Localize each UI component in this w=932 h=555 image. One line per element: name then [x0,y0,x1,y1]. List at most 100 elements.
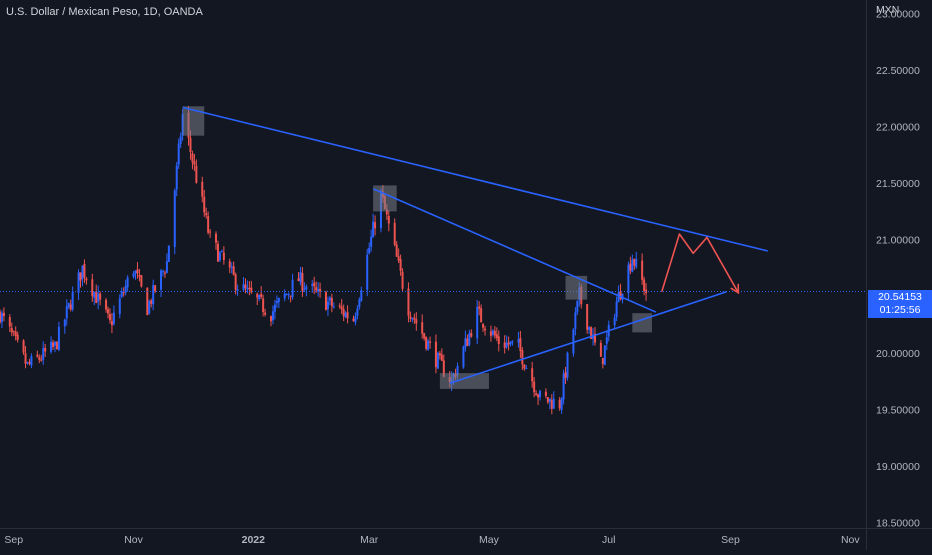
candle-body [429,341,432,343]
candle-body [521,350,524,365]
candle-body [138,275,141,277]
candle-body [401,271,404,289]
candle-body [40,359,43,361]
candle-body [230,266,233,268]
candle-body [136,269,139,274]
candle-body [566,352,569,378]
candle-body [24,353,27,364]
candle-body [91,279,94,297]
candle-body [165,261,168,273]
candle-body [273,304,276,312]
candle-body [633,258,636,266]
candle-body [67,302,70,307]
candle-body [283,293,286,299]
candle-body [346,312,349,319]
time-tick-label: Sep [4,534,23,546]
price-tick-label: 22.00000 [876,122,920,134]
candle-body [305,286,308,290]
bar-countdown: 01:25:56 [879,304,921,316]
candle-body [0,311,1,323]
candle-body [201,181,204,197]
candle-body [442,360,445,377]
candle-body [340,306,343,310]
candle-body [134,270,137,274]
candle-body [613,317,616,326]
candle-body [83,263,86,278]
candle-body [482,323,485,328]
candle-body [110,320,113,326]
candle-body [150,300,153,304]
candle-body [643,279,646,292]
candle-body [374,222,377,229]
candle-body [209,231,212,233]
candle-body [228,261,231,268]
candle-body [344,312,347,318]
candle-body [315,287,318,291]
last-price-badge: 20.54153 01:25:56 [868,290,932,318]
candle-body [16,334,19,340]
candle-body [152,285,155,305]
candle-body [438,353,441,356]
candle-body [576,300,579,313]
candle-body [519,338,522,351]
candle-body [55,342,58,350]
candle-body [466,338,469,346]
candle-body [397,256,400,261]
candle-body [148,301,151,314]
candle-body [537,394,540,398]
candle-body [480,308,483,323]
candle-body [436,353,439,369]
highlight-zone [373,185,397,212]
candle-body [629,263,632,271]
candle-body [574,312,577,329]
candle-body [603,345,606,365]
candle-body [617,292,620,303]
candle-body [533,381,536,393]
candle-body [26,362,29,364]
candle-body [269,316,272,322]
candle-body [256,293,259,298]
candle-body [28,362,31,364]
candle-body [42,347,45,360]
candle-body [69,304,72,310]
trendline [372,188,657,313]
candle-body [586,303,589,330]
candle-body [191,153,194,163]
candle-body [427,340,430,350]
candle-body [189,137,192,152]
time-tick-label: Jul [602,534,615,546]
symbol-title[interactable]: U.S. Dollar / Mexican Peso, 1D, OANDA [6,6,203,18]
candle-body [108,314,111,321]
trendlines [182,106,769,385]
candle-body [484,328,487,331]
candle-body [63,319,66,327]
candle-body [311,283,314,286]
candle-body [470,332,473,337]
candle-body [112,312,115,324]
candle-body [503,342,506,348]
candle-body [154,285,157,292]
candle-body [250,287,253,293]
price-scale-currency: MXN [876,4,899,16]
candle-body [14,331,17,336]
candle-body [328,297,331,301]
candle-body [641,260,644,280]
candle-body [271,311,274,321]
candle-body [30,356,33,366]
candle-body [338,305,341,307]
candle-body [248,287,251,290]
highlight-zone [182,106,205,136]
candle-body [370,236,373,248]
candle-body [489,331,492,336]
candle-body [539,391,542,398]
candle-body [105,299,108,310]
candle-body [203,196,206,213]
projection-arrowhead [730,283,740,295]
candle-body [352,318,355,321]
price-tick-label: 20.00000 [876,348,920,360]
highlight-zone [632,313,652,333]
candle-body [232,266,235,275]
candle-body [627,264,630,294]
candle-body [562,373,565,400]
